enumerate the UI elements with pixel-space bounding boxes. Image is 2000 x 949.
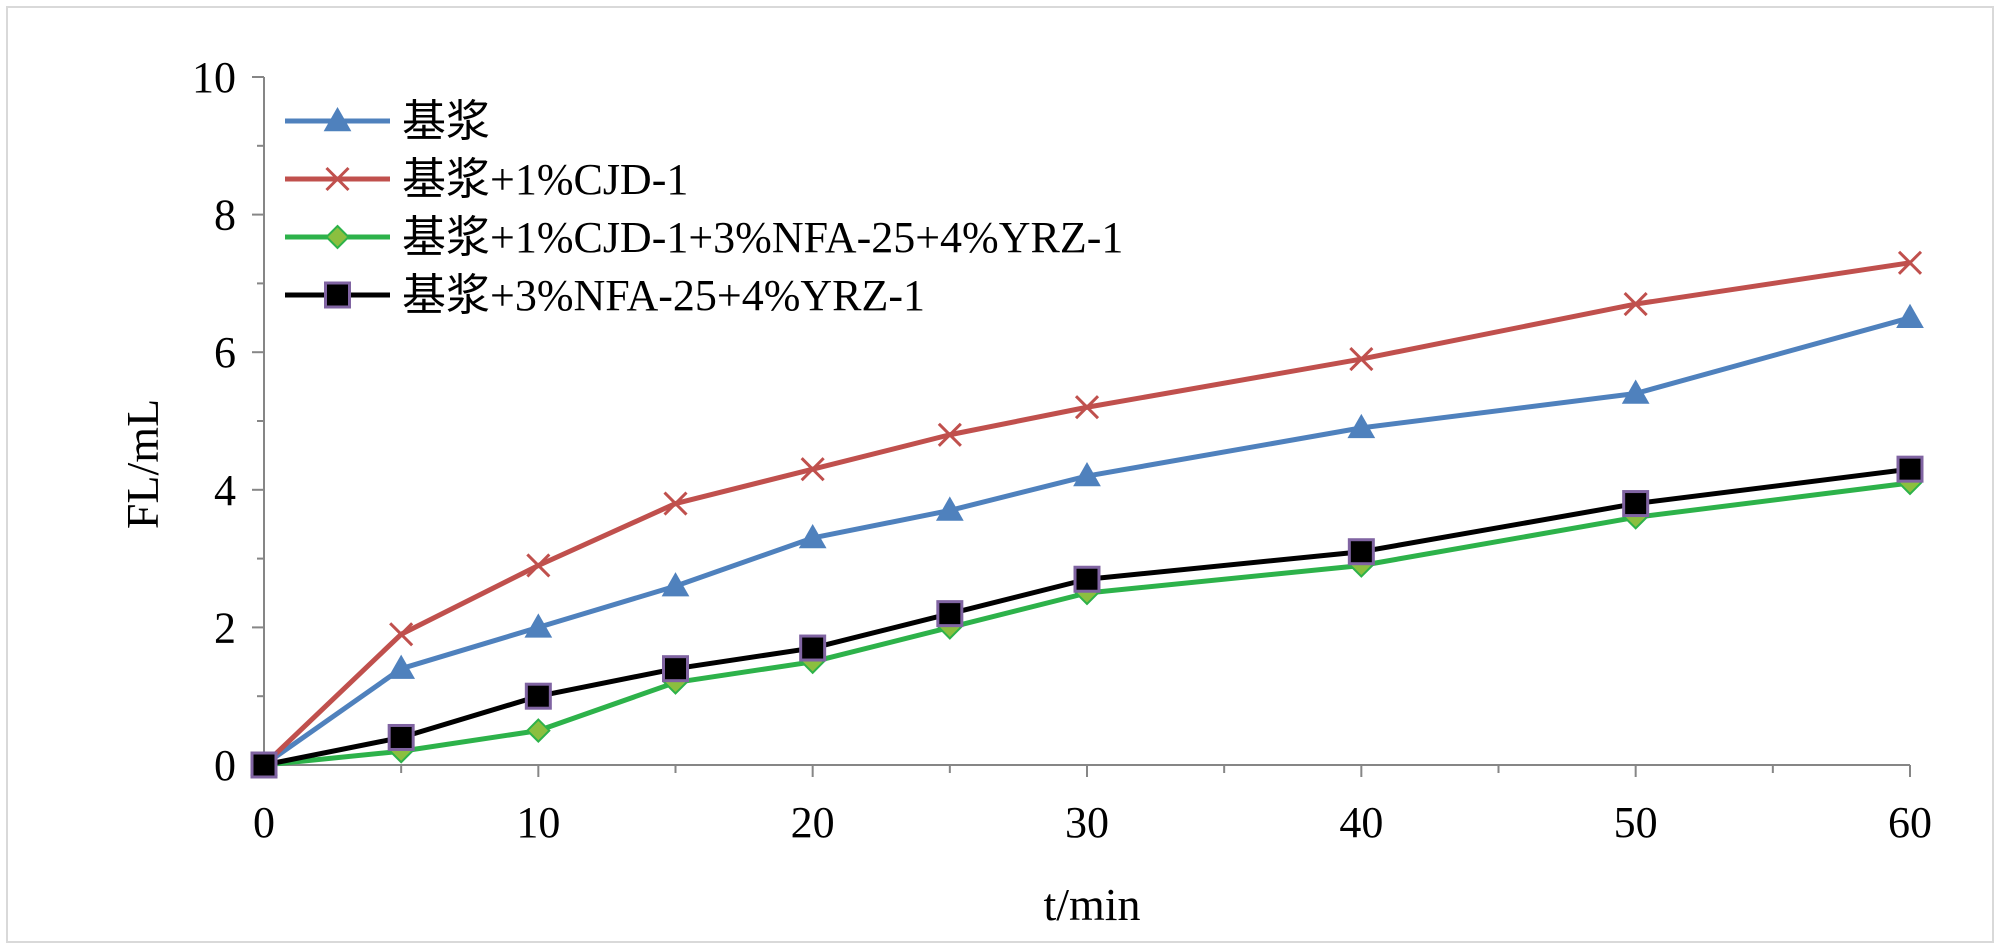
data-point xyxy=(662,655,689,683)
x-tick-label: 30 xyxy=(1065,798,1109,847)
x-tick-label: 60 xyxy=(1888,798,1932,847)
data-point xyxy=(387,723,415,751)
x-tick-label: 0 xyxy=(253,798,275,847)
legend-marker xyxy=(323,106,352,132)
marker-stroke xyxy=(1897,250,1923,275)
data-point xyxy=(1622,490,1650,518)
x-tick-label: 40 xyxy=(1339,798,1383,847)
y-tick-label: 10 xyxy=(192,53,236,102)
series-3 xyxy=(251,470,1923,778)
legend-label: 基浆+1%CJD-1 xyxy=(402,155,688,204)
data-point xyxy=(1349,347,1374,372)
series-line xyxy=(262,315,1911,768)
series-line xyxy=(262,260,1911,767)
data-point xyxy=(937,422,962,447)
data-point xyxy=(935,496,964,521)
data-point xyxy=(387,654,416,679)
data-point xyxy=(1623,291,1648,317)
data-point xyxy=(661,572,690,597)
series-line xyxy=(263,466,1911,768)
marker-stroke xyxy=(800,457,825,482)
data-point xyxy=(798,523,827,549)
data-point xyxy=(250,751,278,779)
legend-marker xyxy=(325,166,350,192)
legend-marker xyxy=(325,224,350,250)
y-axis-title: FL/mL xyxy=(117,399,168,529)
data-point xyxy=(1896,455,1924,483)
series-1 xyxy=(250,303,1924,776)
marker-stroke xyxy=(526,553,551,578)
legend-marker xyxy=(324,281,351,309)
data-point xyxy=(663,491,688,516)
chart-frame xyxy=(6,6,1994,943)
data-point xyxy=(1897,250,1923,275)
marker-stroke xyxy=(1349,347,1374,372)
data-point xyxy=(800,457,825,482)
series-layer xyxy=(250,250,1924,779)
data-point xyxy=(936,600,964,628)
data-point xyxy=(524,682,552,710)
data-point xyxy=(799,634,827,662)
marker-stroke xyxy=(937,422,962,447)
data-point xyxy=(1073,565,1101,593)
legend-item-2: 基浆+1%CJD-1 xyxy=(285,155,688,204)
data-point xyxy=(525,718,551,744)
legend-label: 基浆 xyxy=(402,97,490,146)
data-point xyxy=(1074,395,1100,420)
legend-item-4: 基浆+3%NFA-25+4%YRZ-1 xyxy=(285,271,925,320)
series-2 xyxy=(251,250,1923,778)
data-point xyxy=(1621,379,1650,404)
data-point xyxy=(1347,413,1376,439)
marker-stroke xyxy=(325,166,350,192)
x-axis-title: t/min xyxy=(1043,879,1140,930)
y-tick-label: 8 xyxy=(214,191,236,240)
data-point xyxy=(524,613,553,638)
axes: 0 2 4 6 8 10 0 10 20 30 40 50 60 xyxy=(192,53,1932,847)
data-point xyxy=(1347,538,1375,566)
y-tick-label: 4 xyxy=(214,466,236,515)
marker-stroke xyxy=(1074,395,1100,420)
x-tick-label: 10 xyxy=(516,798,560,847)
series-4 xyxy=(250,455,1924,779)
y-tick-label: 6 xyxy=(214,328,236,377)
y-tick-label: 2 xyxy=(214,603,236,652)
marker-stroke xyxy=(663,491,688,516)
marker-stroke xyxy=(1623,291,1648,317)
legend-label: 基浆+1%CJD-1+3%NFA-25+4%YRZ-1 xyxy=(402,213,1123,262)
x-tick-label: 20 xyxy=(791,798,835,847)
x-tick-label: 50 xyxy=(1614,798,1658,847)
marker-stroke xyxy=(389,622,414,647)
data-point xyxy=(526,553,551,578)
legend-item-3: 基浆+1%CJD-1+3%NFA-25+4%YRZ-1 xyxy=(285,213,1123,262)
data-point xyxy=(1073,462,1101,487)
legend-item-1: 基浆 xyxy=(285,97,490,146)
data-point xyxy=(1896,303,1924,329)
legend-label: 基浆+3%NFA-25+4%YRZ-1 xyxy=(402,271,925,320)
data-point xyxy=(389,622,414,647)
y-tick-label: 0 xyxy=(214,741,236,790)
series-line xyxy=(263,480,1911,768)
